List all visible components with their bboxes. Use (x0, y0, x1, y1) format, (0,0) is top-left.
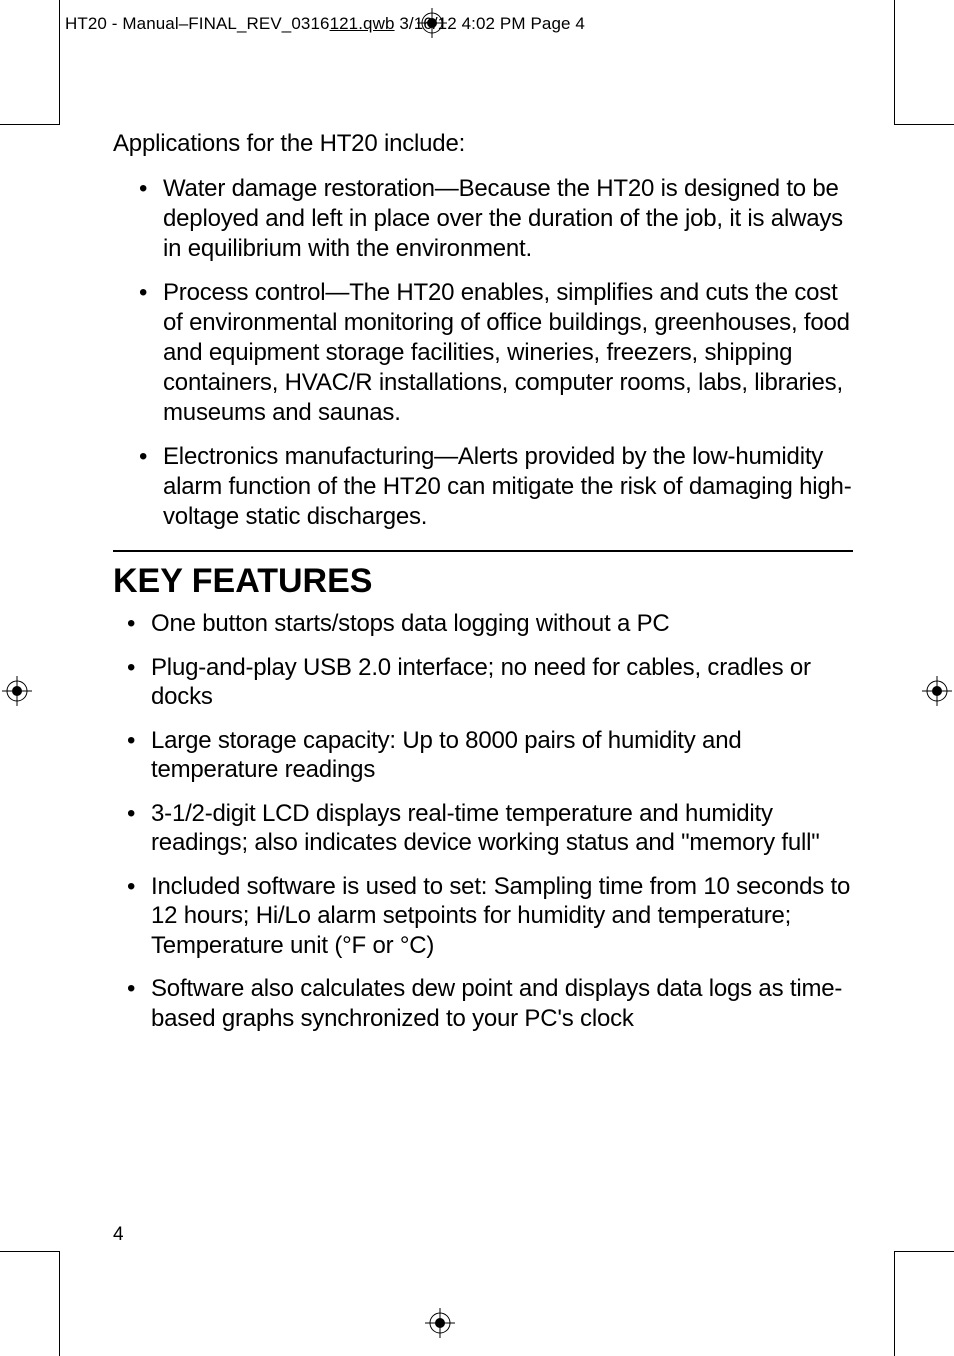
list-item: Included software is used to set: Sampli… (151, 872, 853, 961)
crop-mark-tr (894, 0, 954, 125)
list-item: One button starts/stops data logging wit… (151, 609, 853, 639)
registration-mark-left (2, 676, 32, 706)
list-item: 3-1/2-digit LCD displays real-time tempe… (151, 799, 853, 858)
applications-list: Water damage restoration—Because the HT2… (113, 174, 853, 532)
features-list: One button starts/stops data logging wit… (113, 609, 853, 1033)
list-item: Large storage capacity: Up to 8000 pairs… (151, 726, 853, 785)
list-item: Electronics manufacturing—Alerts provide… (163, 442, 853, 532)
list-item: Process control—The HT20 enables, simpli… (163, 278, 853, 428)
page-number: 4 (113, 1224, 124, 1246)
header-prefix: HT20 - Manual–FINAL_REV_0316 (65, 14, 330, 33)
registration-mark-bottom (425, 1308, 455, 1338)
list-item: Software also calculates dew point and d… (151, 974, 853, 1033)
crop-mark-bl (0, 1251, 60, 1356)
list-item: Water damage restoration—Because the HT2… (163, 174, 853, 264)
crop-mark-tl (0, 0, 60, 125)
section-heading-key-features: KEY FEATURES (113, 550, 853, 601)
intro-text: Applications for the HT20 include: (113, 130, 853, 158)
header-suffix: 3/16/12 4:02 PM Page 4 (395, 14, 585, 33)
header-underlined: 121.qwb (330, 14, 395, 33)
page-content: Applications for the HT20 include: Water… (113, 130, 853, 1047)
crop-mark-br (894, 1251, 954, 1356)
prepress-header: HT20 - Manual–FINAL_REV_0316121.qwb 3/16… (65, 14, 585, 34)
registration-mark-right (922, 676, 952, 706)
list-item: Plug-and-play USB 2.0 interface; no need… (151, 653, 853, 712)
